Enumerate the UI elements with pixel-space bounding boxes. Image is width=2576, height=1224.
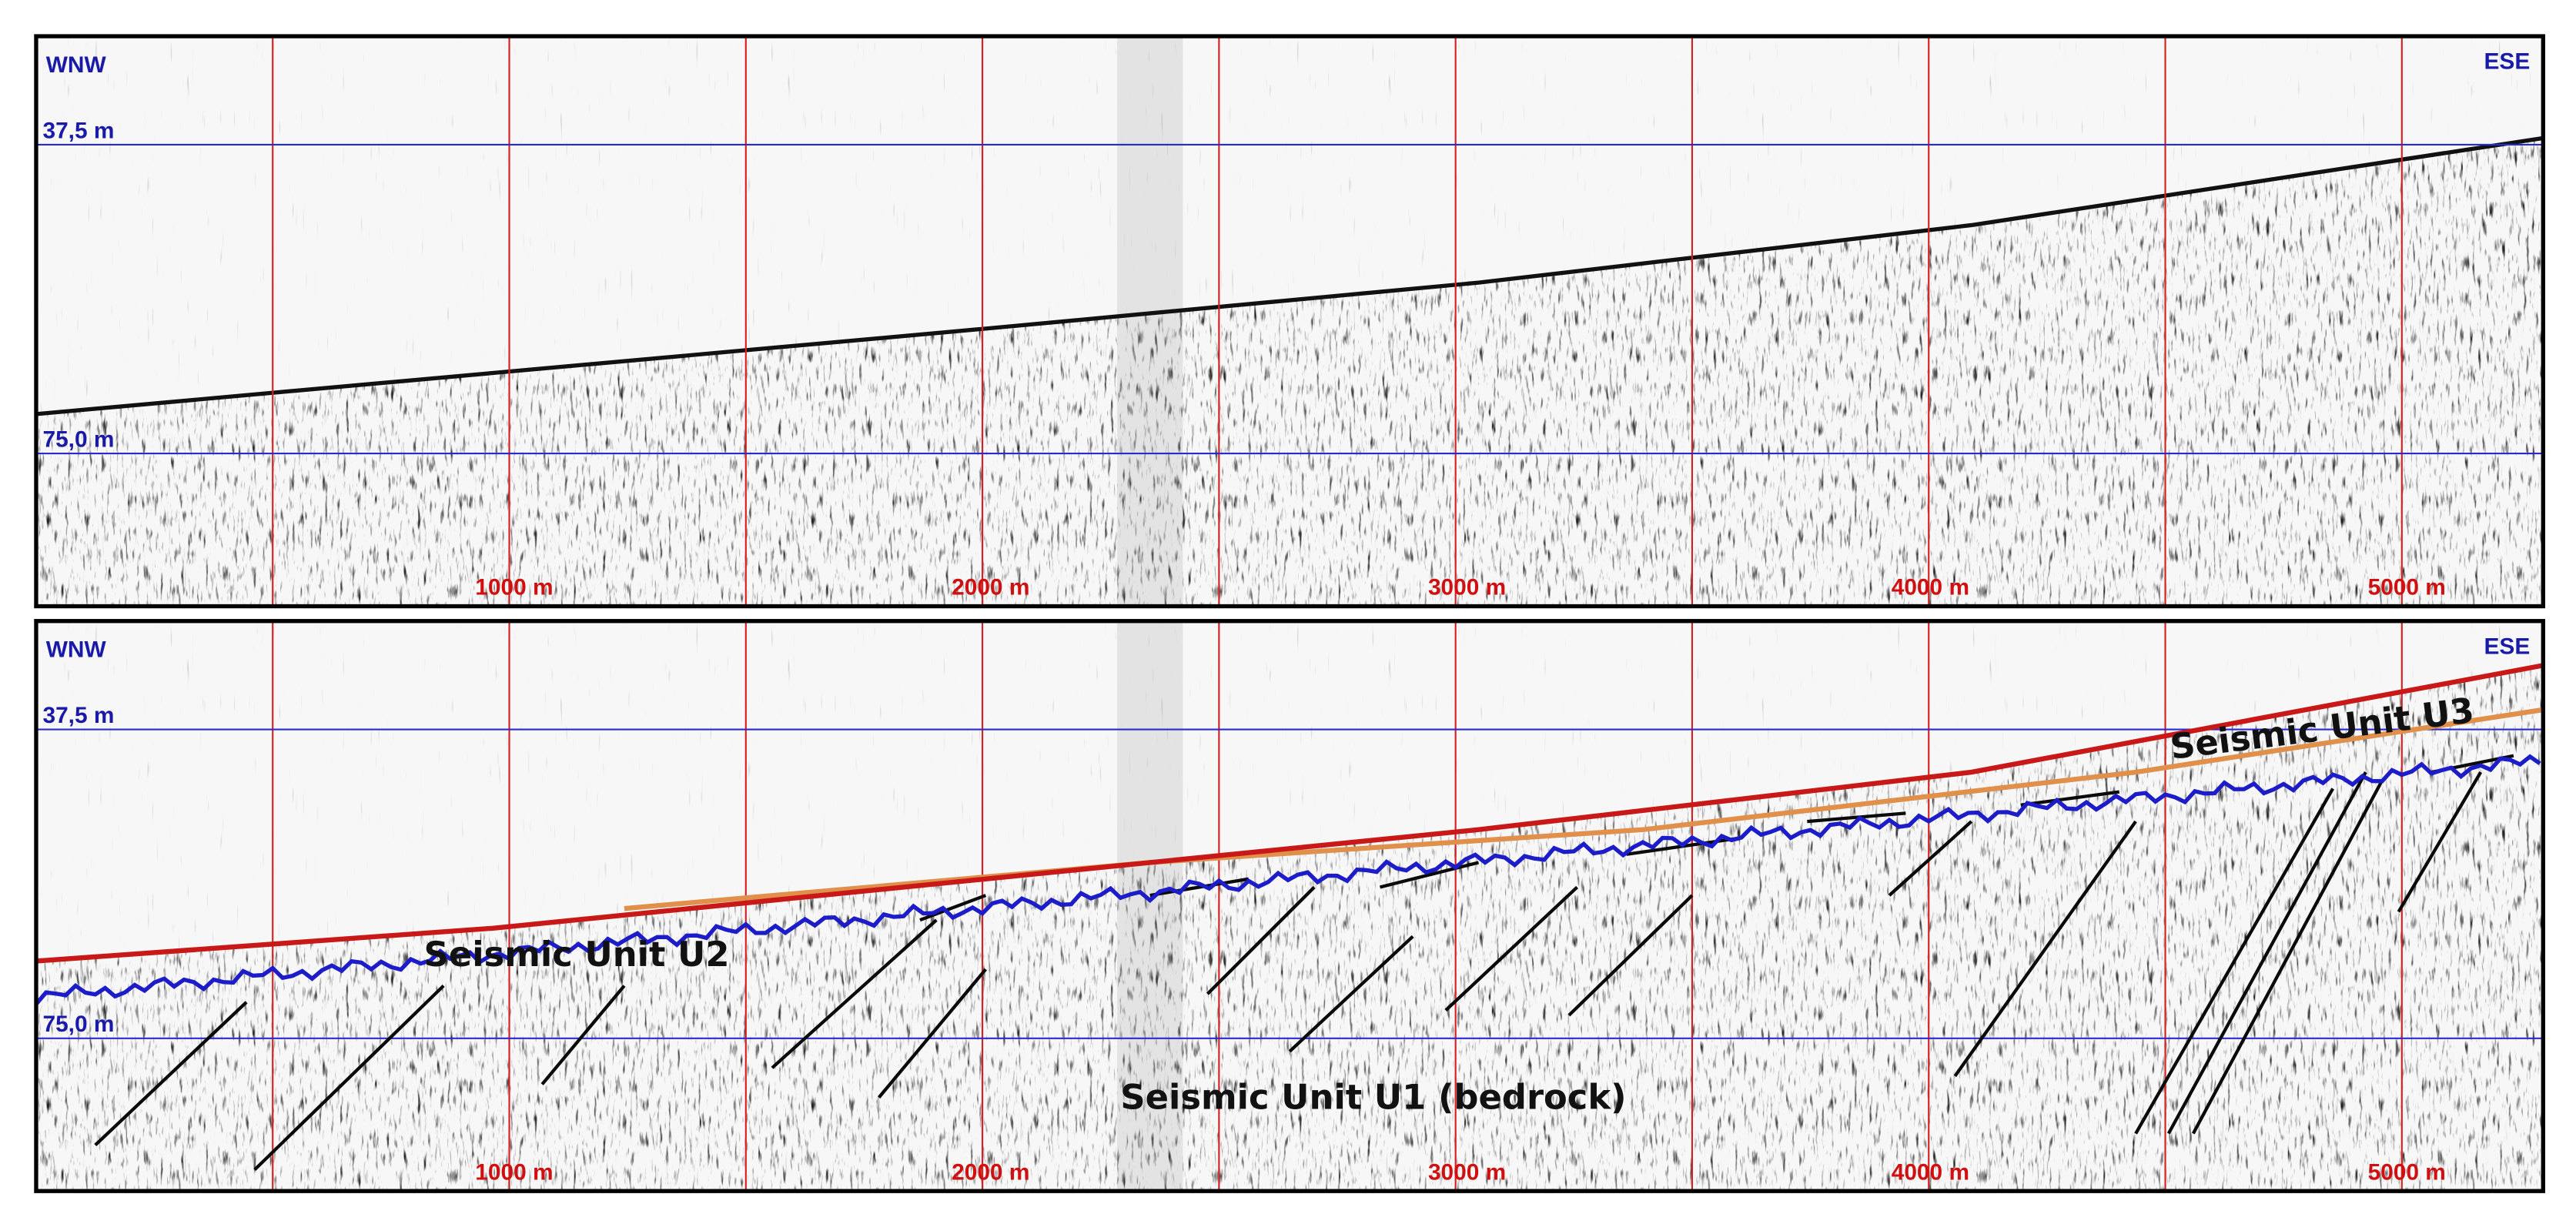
reflector bbox=[1953, 820, 2137, 1078]
distance-label: 1000 m bbox=[475, 575, 553, 600]
u1-top-horizon bbox=[34, 754, 2541, 1006]
reflector bbox=[1807, 811, 1906, 824]
direction-right: ESE bbox=[2484, 49, 2531, 75]
panel-frame bbox=[34, 34, 2545, 609]
reflector bbox=[2166, 771, 2367, 1135]
distance-label: 3000 m bbox=[1428, 575, 1506, 600]
unit-label: Seismic Unit U2 bbox=[424, 934, 730, 975]
reflector bbox=[253, 984, 445, 1171]
distance-label: 4000 m bbox=[1892, 1159, 1969, 1185]
reflector bbox=[2134, 788, 2335, 1135]
reflector bbox=[2020, 790, 2120, 807]
reflector bbox=[1379, 861, 1480, 889]
reflector bbox=[1149, 877, 1250, 898]
direction-left: WNW bbox=[46, 637, 107, 663]
depth-label: 37,5 m bbox=[42, 118, 114, 143]
direction-left: WNW bbox=[46, 52, 107, 78]
reflector bbox=[1444, 885, 1579, 1012]
distance-label: 2000 m bbox=[952, 575, 1029, 600]
seafloor-horizon bbox=[35, 663, 2544, 964]
depth-label: 75,0 m bbox=[42, 1012, 114, 1037]
reflector bbox=[919, 894, 987, 922]
noise-stripe bbox=[1117, 620, 1183, 1192]
reflector bbox=[1888, 820, 1973, 897]
distance-label: 1000 m bbox=[475, 1159, 553, 1185]
reflector bbox=[540, 985, 626, 1085]
unit-label: Seismic Unit U1 (bedrock) bbox=[1120, 1077, 1626, 1118]
distance-label: 4000 m bbox=[1892, 575, 1969, 600]
distance-label: 5000 m bbox=[2368, 1159, 2446, 1185]
noise-stripe bbox=[1117, 36, 1183, 607]
distance-label: 5000 m bbox=[2368, 575, 2446, 600]
reflector bbox=[771, 918, 938, 1069]
distance-label: 3000 m bbox=[1428, 1159, 1506, 1185]
reflector bbox=[94, 1001, 248, 1147]
reflector bbox=[1288, 935, 1414, 1053]
seafloor bbox=[35, 135, 2544, 416]
seismic-panel: WNW ESE 37,5 m 75,0 m 1000 m 2000 m 3000 m 4000… bbox=[34, 34, 2545, 609]
depth-label: 37,5 m bbox=[42, 703, 114, 728]
reflector bbox=[878, 968, 987, 1099]
reflector bbox=[2397, 771, 2483, 913]
reflector bbox=[1206, 885, 1316, 995]
reflector bbox=[2191, 779, 2384, 1135]
distance-label: 2000 m bbox=[952, 1159, 1029, 1185]
depth-label: 75,0 m bbox=[42, 427, 114, 453]
reflector bbox=[1567, 894, 1694, 1017]
direction-right: ESE bbox=[2484, 634, 2531, 659]
panel-frame bbox=[34, 619, 2545, 1193]
